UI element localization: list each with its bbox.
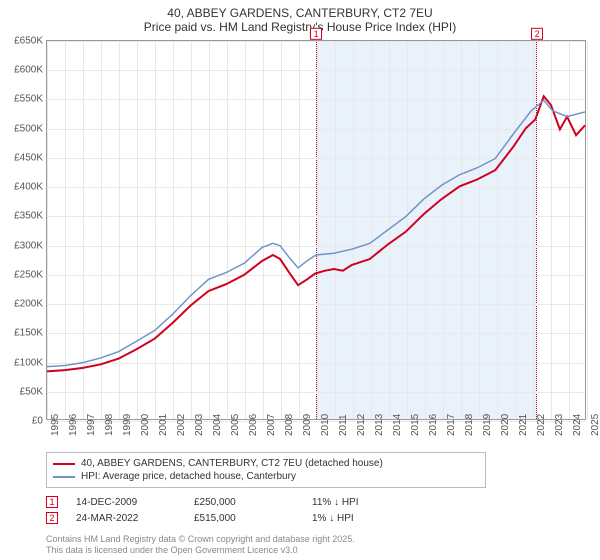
x-tick-label: 2008 [284,414,295,436]
event-marker: 1 [310,28,322,40]
event-delta: 11% ↓ HPI [312,497,412,508]
legend: 40, ABBEY GARDENS, CANTERBURY, CT2 7EU (… [46,452,486,488]
x-tick-label: 1998 [104,414,115,436]
series-line [47,100,585,366]
x-tick-label: 2015 [410,414,421,436]
y-tick-label: £500K [3,123,43,134]
footer-line1: Contains HM Land Registry data © Crown c… [46,534,355,545]
y-tick-label: £0 [3,416,43,427]
plot-area: £0£50K£100K£150K£200K£250K£300K£350K£400… [46,40,586,420]
x-tick-label: 2004 [212,414,223,436]
x-tick-label: 2018 [464,414,475,436]
x-tick-label: 2019 [482,414,493,436]
y-tick-label: £650K [3,36,43,47]
chart-container: 40, ABBEY GARDENS, CANTERBURY, CT2 7EU P… [0,0,600,560]
x-tick-label: 2007 [266,414,277,436]
event-marker: 2 [531,28,543,40]
series-line [47,96,585,371]
footer-line2: This data is licensed under the Open Gov… [46,545,355,556]
event-delta: 1% ↓ HPI [312,513,412,524]
x-tick-label: 2009 [302,414,313,436]
x-tick-label: 2012 [356,414,367,436]
y-tick-label: £100K [3,357,43,368]
x-tick-label: 2020 [500,414,511,436]
event-date: 24-MAR-2022 [76,513,176,524]
y-tick-label: £300K [3,240,43,251]
event-row: 1 14-DEC-2009 £250,000 11% ↓ HPI [46,494,566,510]
chart-titles: 40, ABBEY GARDENS, CANTERBURY, CT2 7EU P… [0,0,600,36]
event-date: 14-DEC-2009 [76,497,176,508]
y-tick-label: £200K [3,299,43,310]
footer: Contains HM Land Registry data © Crown c… [46,534,355,557]
title-line1: 40, ABBEY GARDENS, CANTERBURY, CT2 7EU [0,6,600,20]
x-tick-label: 2000 [140,414,151,436]
y-tick-label: £150K [3,328,43,339]
event-badge: 2 [46,512,58,524]
x-tick-label: 1999 [122,414,133,436]
y-tick-label: £400K [3,182,43,193]
x-tick-label: 2003 [194,414,205,436]
legend-swatch [53,463,75,465]
event-row: 2 24-MAR-2022 £515,000 1% ↓ HPI [46,510,566,526]
x-tick-label: 1996 [68,414,79,436]
event-badge: 1 [46,496,58,508]
x-tick-label: 2022 [536,414,547,436]
x-tick-label: 2002 [176,414,187,436]
legend-swatch [53,476,75,478]
event-price: £250,000 [194,497,294,508]
title-line2: Price paid vs. HM Land Registry's House … [0,20,600,34]
x-tick-label: 2016 [428,414,439,436]
y-tick-label: £350K [3,211,43,222]
x-tick-label: 2005 [230,414,241,436]
x-tick-label: 2013 [374,414,385,436]
event-price: £515,000 [194,513,294,524]
y-tick-label: £250K [3,269,43,280]
x-tick-label: 2025 [590,414,600,436]
x-tick-label: 2014 [392,414,403,436]
gridline-v [587,41,588,419]
legend-item: 40, ABBEY GARDENS, CANTERBURY, CT2 7EU (… [53,457,479,470]
y-tick-label: £50K [3,386,43,397]
x-tick-label: 2024 [572,414,583,436]
x-tick-label: 2006 [248,414,259,436]
x-tick-label: 1995 [50,414,61,436]
y-tick-label: £600K [3,65,43,76]
y-tick-label: £450K [3,152,43,163]
y-tick-label: £550K [3,94,43,105]
x-tick-label: 2021 [518,414,529,436]
x-tick-label: 2001 [158,414,169,436]
legend-item: HPI: Average price, detached house, Cant… [53,470,479,483]
plot-wrap: £0£50K£100K£150K£200K£250K£300K£350K£400… [46,40,586,420]
events-table: 1 14-DEC-2009 £250,000 11% ↓ HPI 2 24-MAR-202… [46,494,566,526]
legend-label: 40, ABBEY GARDENS, CANTERBURY, CT2 7EU (… [81,458,383,469]
x-tick-label: 2011 [338,414,349,436]
line-layer [47,41,585,419]
x-tick-label: 2010 [320,414,331,436]
legend-label: HPI: Average price, detached house, Cant… [81,471,296,482]
x-tick-label: 2017 [446,414,457,436]
x-tick-label: 2023 [554,414,565,436]
x-tick-label: 1997 [86,414,97,436]
